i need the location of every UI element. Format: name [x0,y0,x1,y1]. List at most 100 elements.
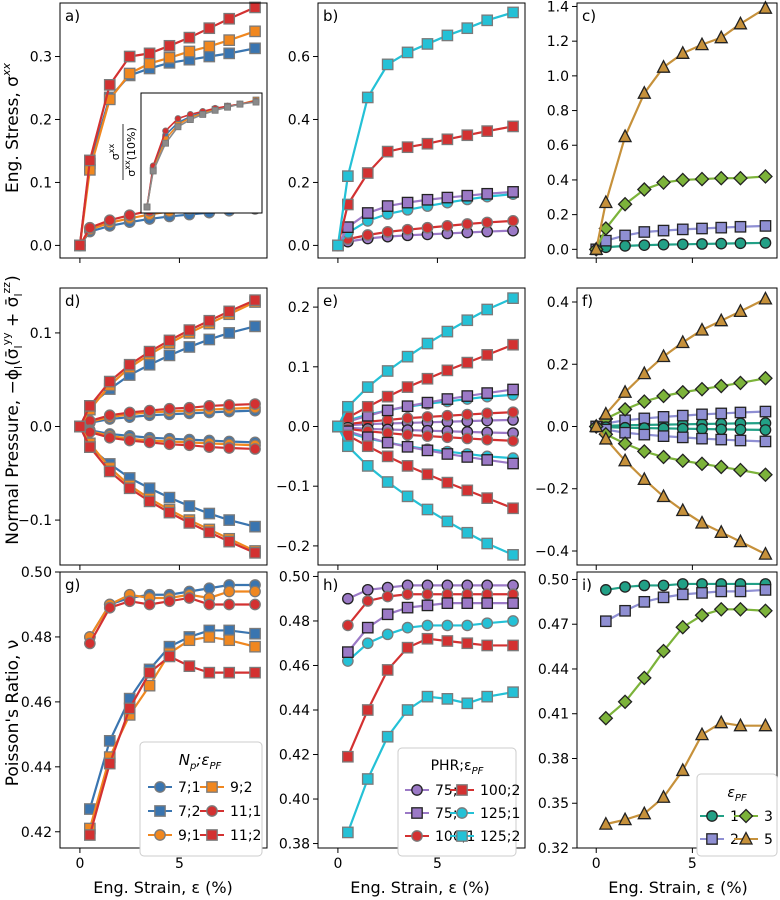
data-point [441,693,454,705]
data-point [481,407,494,420]
data-point [163,595,176,608]
y-tick-label: 0.3 [30,50,52,66]
data-point [441,409,454,422]
y-tick-label: 1.4 [547,0,569,15]
y-tick-label: 0.1 [30,175,52,191]
legend-label: 9;1 [178,828,201,844]
legend-label: 125;2 [480,829,520,845]
data-point [163,491,176,504]
panel-label: d) [65,292,80,310]
y-tick-label: 0.4 [547,173,569,189]
data-point [123,434,136,447]
data-point [734,423,747,436]
y-tick-label: 0.48 [279,614,310,630]
series-10 [332,420,519,515]
data-point [589,241,604,255]
series-line [336,11,514,246]
data-point [636,670,652,686]
series-2 [342,615,519,667]
data-point [401,381,414,393]
data-point [361,460,374,472]
ylabel-row2-text: Poisson's Ratio, ν [3,640,23,787]
data-point [163,39,176,52]
data-point [507,406,519,419]
axes-frame [317,2,526,259]
data-point [143,482,156,495]
legend-marker [706,810,718,822]
data-point [143,57,156,70]
data-point [342,170,354,182]
data-point [618,811,633,826]
y-tick-label: 0.50 [538,572,569,588]
data-point [507,6,519,19]
data-point [163,650,176,663]
data-point [381,608,394,621]
series-0 [342,579,519,605]
data-point [249,443,261,455]
data-point [675,762,690,777]
data-point [461,390,474,402]
inset-point [149,167,157,175]
series-5 [342,686,519,839]
data-point [361,595,374,607]
data-point [675,45,690,59]
data-point [507,215,519,227]
data-point [461,484,474,497]
data-point [361,440,374,453]
data-point [696,408,708,421]
data-point [203,631,216,643]
data-point [401,412,414,424]
data-point [103,601,116,614]
legend-label: 7;2 [178,804,201,820]
inset-point [162,139,169,147]
series-line [336,190,514,246]
x-tick-label: 0 [333,856,342,872]
data-point [481,639,494,652]
data-point [441,597,454,610]
y-tick-label: 0.35 [538,796,569,812]
y-tick-label: 0.46 [21,695,52,711]
ylabel-row2: Poisson's Ratio, ν [3,640,23,787]
data-point [84,637,96,650]
data-point [203,333,216,346]
inset-point [224,103,231,111]
data-point [123,595,136,608]
data-point [733,15,748,30]
legend-marker [154,805,166,817]
data-point [694,726,710,741]
data-point [657,224,670,237]
data-point [713,378,729,394]
data-point [715,585,728,598]
data-point [481,617,494,630]
data-point [657,411,670,423]
y-tick-label: 0.32 [538,841,569,857]
data-point [143,495,156,508]
data-point [694,322,710,336]
data-point [123,358,136,371]
y-tick-label: 0.2 [30,112,52,128]
data-point [183,31,196,44]
data-point [361,621,374,634]
data-point [507,383,519,396]
y-tick-label: 0.0 [547,242,569,258]
data-point [381,436,394,449]
inset-point [186,116,194,123]
data-point [507,615,519,627]
data-point [401,704,414,716]
data-point [183,517,196,529]
data-point [249,627,261,640]
data-point [715,433,728,446]
series-line [337,425,514,435]
legend-label: 11;2 [230,828,261,844]
legend-entry: 9;1 [148,828,201,844]
data-point [461,432,474,445]
legend-marker [154,781,166,793]
data-point [143,436,156,449]
data-point [74,239,86,252]
data-point [361,207,374,219]
panel-label: b) [323,7,338,25]
y-tick-label: 0.0 [30,420,52,436]
data-point [676,588,689,601]
legend-marker [738,831,754,845]
series-line [337,425,514,510]
